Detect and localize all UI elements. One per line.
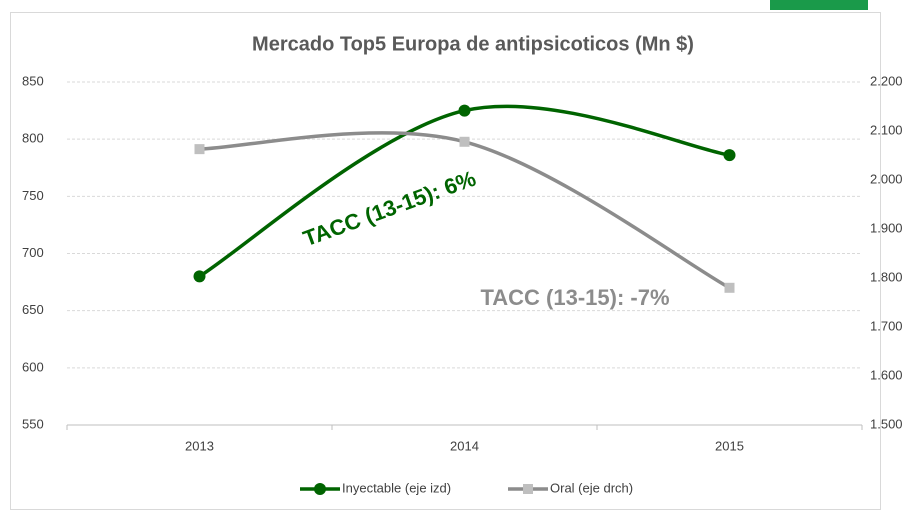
series-line — [199, 131, 731, 290]
y-tick-label: 800 — [22, 131, 44, 146]
chart-border — [10, 12, 881, 510]
y-tick-label: 650 — [22, 302, 44, 317]
marker — [723, 149, 736, 162]
marker — [459, 136, 470, 147]
y2-tick-label: 1.600 — [870, 367, 903, 382]
chart-title: Mercado Top5 Europa de antipsicoticos (M… — [252, 33, 694, 55]
x-tick-label: 2015 — [715, 438, 744, 453]
y2-tick-label: 1.800 — [870, 269, 903, 284]
legend-label: Oral (eje drch) — [550, 480, 633, 495]
y2-tick-label: 2.000 — [870, 171, 903, 186]
marker — [724, 282, 735, 293]
legend-marker — [314, 483, 326, 495]
y2-tick-label: 1.900 — [870, 220, 903, 235]
x-tick-label: 2013 — [185, 438, 214, 453]
y-tick-label: 850 — [22, 73, 44, 88]
marker — [194, 144, 205, 155]
y2-tick-label: 2.100 — [870, 122, 903, 137]
y2-tick-label: 2.200 — [870, 73, 903, 88]
marker — [193, 270, 206, 283]
annotation: TACC (13-15): 6% — [300, 166, 479, 252]
y-tick-label: 550 — [22, 416, 44, 431]
y2-tick-label: 1.500 — [870, 416, 903, 431]
marker — [458, 104, 471, 117]
legend-label: Inyectable (eje izd) — [342, 480, 451, 495]
x-tick-label: 2014 — [450, 438, 479, 453]
legend-marker — [523, 484, 533, 494]
y2-tick-label: 1.700 — [870, 318, 903, 333]
header-tab — [770, 0, 868, 10]
y-tick-label: 750 — [22, 188, 44, 203]
y-tick-label: 600 — [22, 359, 44, 374]
annotation: TACC (13-15): -7% — [480, 285, 669, 310]
y-tick-label: 700 — [22, 245, 44, 260]
